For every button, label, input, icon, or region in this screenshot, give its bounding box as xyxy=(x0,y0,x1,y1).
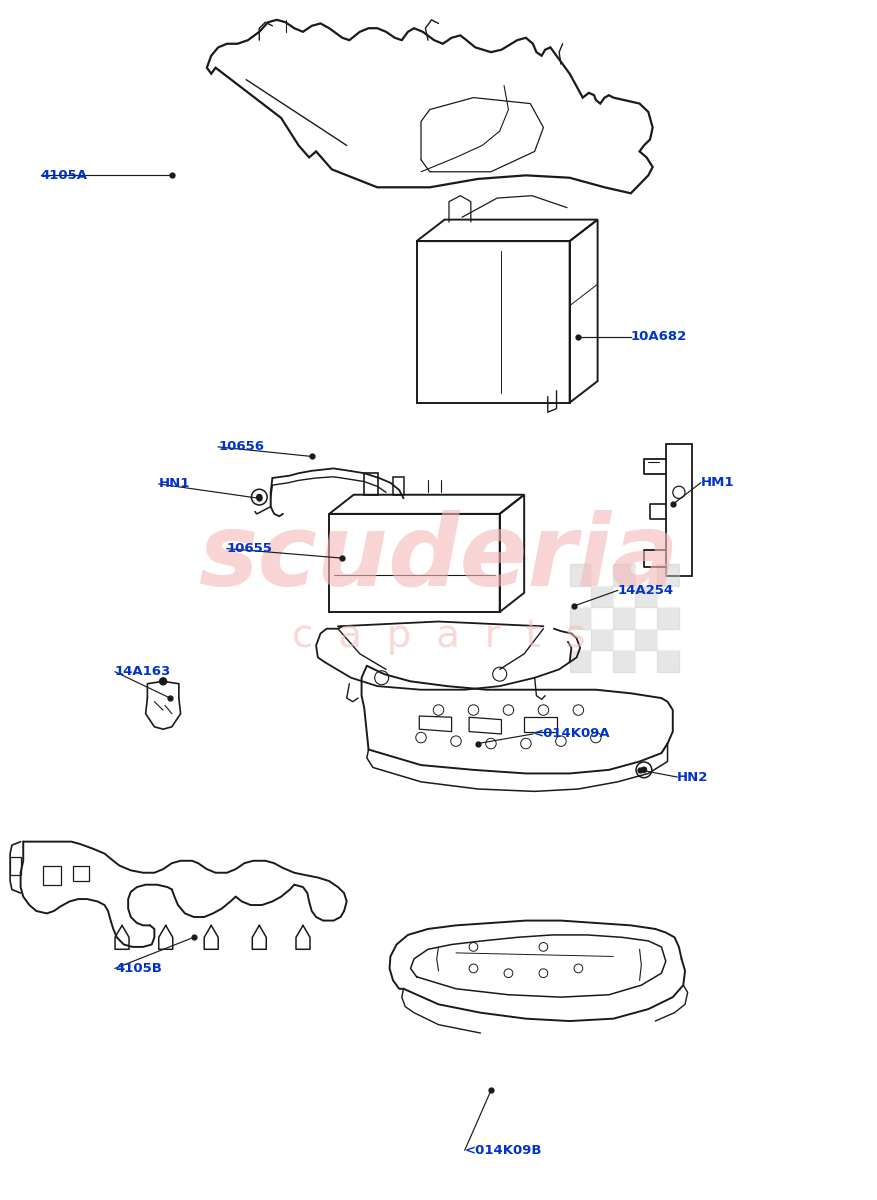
Bar xyxy=(591,629,613,650)
Bar xyxy=(570,629,591,650)
Text: 14A163: 14A163 xyxy=(115,665,171,678)
Bar xyxy=(657,586,679,607)
Text: 10655: 10655 xyxy=(227,542,273,556)
Text: HN2: HN2 xyxy=(677,770,709,784)
Text: <014K09B: <014K09B xyxy=(465,1144,542,1157)
Text: 10A682: 10A682 xyxy=(631,330,687,343)
Text: HN1: HN1 xyxy=(159,478,190,491)
Bar xyxy=(613,607,635,629)
Bar xyxy=(657,650,679,672)
Circle shape xyxy=(641,767,646,773)
Text: HM1: HM1 xyxy=(701,476,734,490)
Text: c  a  p  a  r  t  s: c a p a r t s xyxy=(292,617,585,655)
Bar xyxy=(570,564,591,586)
Bar xyxy=(657,564,679,586)
Bar xyxy=(591,586,613,607)
Bar xyxy=(635,586,657,607)
Circle shape xyxy=(257,494,262,499)
Bar xyxy=(657,629,679,650)
Bar xyxy=(657,607,679,629)
Bar xyxy=(591,564,613,586)
Text: scuderia: scuderia xyxy=(198,510,679,607)
Circle shape xyxy=(160,678,167,685)
Bar xyxy=(635,629,657,650)
Text: 14A254: 14A254 xyxy=(617,584,674,596)
Text: <014K09A: <014K09A xyxy=(533,727,610,740)
Bar xyxy=(613,564,635,586)
Bar xyxy=(613,586,635,607)
Bar xyxy=(591,607,613,629)
Text: 4105B: 4105B xyxy=(115,962,162,974)
Bar xyxy=(570,650,591,672)
Bar xyxy=(635,564,657,586)
Bar xyxy=(591,650,613,672)
Bar xyxy=(613,629,635,650)
Bar xyxy=(613,650,635,672)
Bar xyxy=(635,650,657,672)
Bar xyxy=(635,607,657,629)
Bar xyxy=(570,607,591,629)
Text: 10656: 10656 xyxy=(218,440,264,454)
Text: 4105A: 4105A xyxy=(40,169,88,182)
Bar xyxy=(570,586,591,607)
